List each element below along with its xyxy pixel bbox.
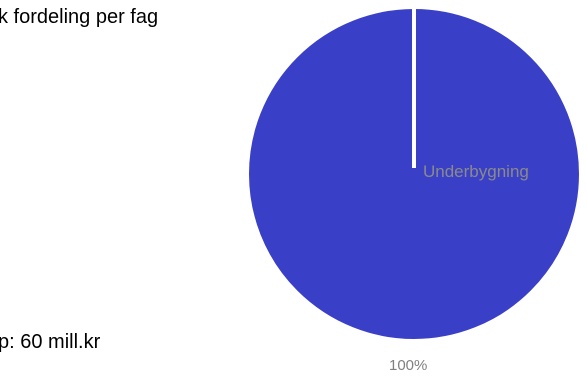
chart-title: k fordeling per fag — [0, 6, 159, 28]
legend: Underbygning — [407, 162, 529, 182]
legend-swatch-underbygning — [407, 167, 416, 177]
legend-label-underbygning: Underbygning — [423, 162, 529, 181]
total-value-text: p: 60 mill.kr — [0, 331, 101, 353]
data-label-underbygning: 100% — [389, 357, 428, 374]
